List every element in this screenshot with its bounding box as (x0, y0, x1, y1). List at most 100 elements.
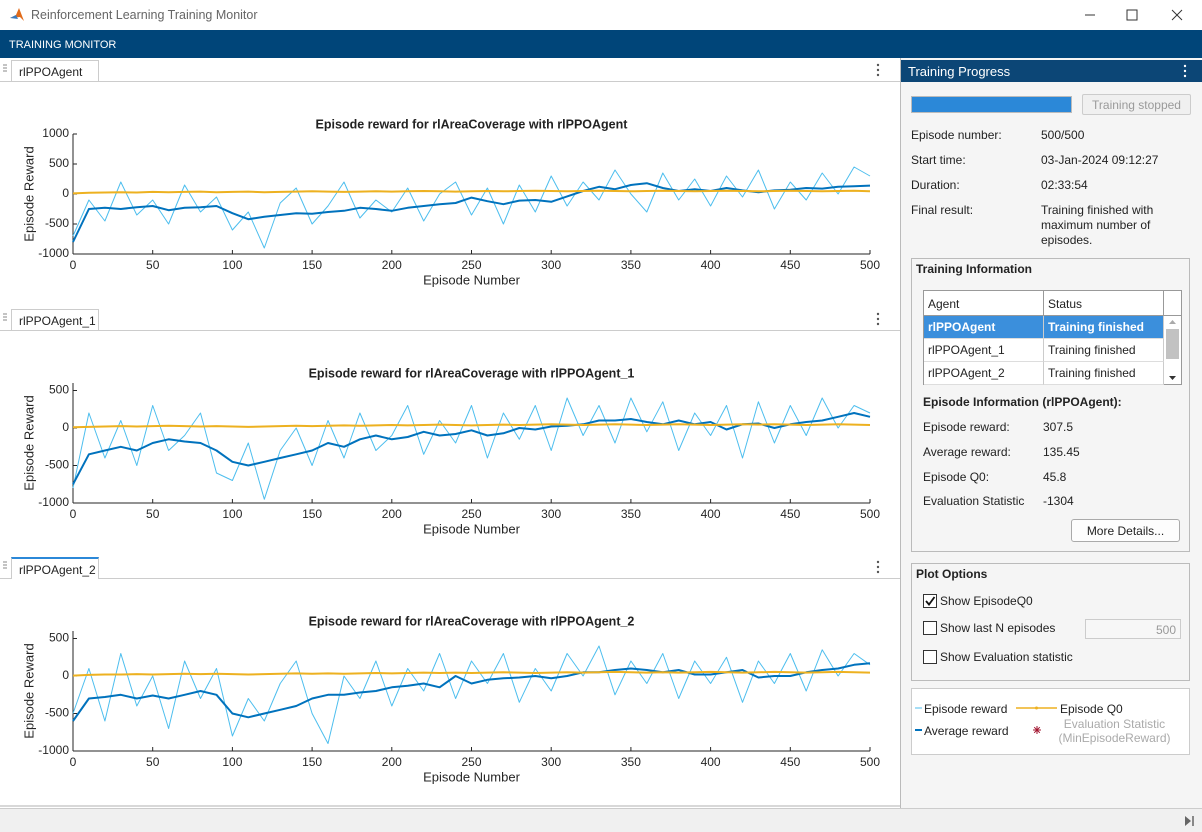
scroll-down (1169, 376, 1176, 380)
x-tick-label: 500 (860, 258, 880, 272)
y-tick-label: -1000 (38, 246, 69, 260)
menu-button[interactable] (875, 560, 881, 574)
table-cell[interactable]: rlPPOAgent (924, 316, 1044, 339)
last-n-input[interactable]: 500 (1085, 619, 1181, 639)
table-header-label: Status (1048, 297, 1083, 311)
checkbox-box (923, 594, 937, 608)
info-label: Start time: (911, 153, 966, 167)
status-bar (0, 808, 1202, 832)
table-cell-text: Training finished (1048, 343, 1136, 357)
menu-dot (876, 312, 880, 316)
more-details-button[interactable]: More Details... (1071, 519, 1180, 542)
checkbox[interactable] (923, 594, 937, 608)
legend-sample-marker (1033, 726, 1041, 734)
info-value: 02:33:54 (1041, 178, 1088, 192)
tab-label: rlPPOAgent (19, 65, 83, 79)
more-details-label: More Details... (1086, 524, 1165, 538)
checkbox-box (923, 650, 937, 664)
y-tick-label: 500 (49, 631, 69, 645)
y-axis-label: Episode Reward (21, 146, 36, 241)
x-tick-label: 0 (70, 755, 77, 769)
y-tick-label: 0 (62, 668, 69, 682)
x-tick-label: 350 (621, 258, 641, 272)
menu-button[interactable] (875, 312, 881, 326)
table-scroll-header (1164, 291, 1181, 316)
table-cell[interactable]: rlPPOAgent_2 (924, 362, 1044, 385)
x-tick-label: 300 (541, 507, 561, 521)
table-cell-text: rlPPOAgent (928, 320, 996, 334)
table-cell-text: Training finished (1048, 320, 1145, 334)
x-axis-label: Episode Number (423, 272, 520, 287)
x-tick-label: 300 (541, 755, 561, 769)
checkbox[interactable] (923, 650, 937, 664)
x-tick-label: 500 (860, 755, 880, 769)
table-cell-text: rlPPOAgent_1 (928, 343, 1005, 357)
table-scrollbar[interactable] (1164, 316, 1181, 384)
y-tick-label: -500 (45, 458, 69, 472)
table-cell[interactable]: Training finished (1044, 339, 1164, 362)
group-title: Training Information (916, 262, 1032, 276)
tab[interactable]: rlPPOAgent_1 (11, 309, 99, 330)
episode-info-value: 307.5 (1043, 420, 1074, 434)
y-tick-label: 500 (49, 383, 69, 397)
legend: Episode reward Average reward Episode Q0 Ev… (911, 688, 1190, 755)
table-cell[interactable]: Training finished (1044, 316, 1164, 339)
series-line (72, 412, 871, 485)
menu-dot (876, 322, 880, 326)
x-tick-label: 350 (621, 755, 641, 769)
menu-dot (876, 570, 880, 574)
stop-button[interactable]: Training stopped (1082, 94, 1191, 115)
series-line (72, 423, 871, 429)
option-label[interactable]: Show last N episodes (940, 621, 1056, 635)
tab-strip (0, 556, 900, 579)
episode-info-title: Episode Information (rlPPOAgent): (923, 395, 1122, 409)
x-tick-label: 250 (461, 507, 481, 521)
x-tick-label: 150 (302, 755, 322, 769)
tab-strip (0, 59, 900, 82)
scroll-up (1169, 320, 1176, 324)
plot-title: Episode reward for rlAreaCoverage with r… (309, 614, 635, 628)
table-cell[interactable]: Training finished (1044, 362, 1164, 385)
panel-grip[interactable] (3, 313, 7, 323)
series-line (72, 645, 871, 744)
menu-dot (876, 317, 880, 321)
y-axis-label: Episode Reward (21, 643, 36, 738)
option-label[interactable]: Show Evaluation statistic (940, 650, 1073, 664)
y-tick-label: -1000 (38, 743, 69, 757)
x-tick-label: 450 (780, 507, 800, 521)
tab[interactable]: rlPPOAgent (11, 60, 99, 81)
episode-info-label: Evaluation Statistic (923, 494, 1025, 508)
panel-title: Training Progress (908, 64, 1011, 79)
legend-label: Average reward (924, 724, 1009, 738)
info-label: Episode number: (911, 128, 1002, 142)
panel-header: Training Progress (901, 60, 1202, 82)
tab[interactable]: rlPPOAgent_2 (11, 557, 99, 579)
x-axis-label: Episode Number (423, 769, 520, 784)
window-controls[interactable] (1070, 0, 1202, 30)
x-tick-label: 450 (780, 755, 800, 769)
plot-title: Episode reward for rlAreaCoverage with r… (309, 366, 635, 380)
checkbox[interactable] (923, 621, 937, 635)
toolstrip: TRAINING MONITOR (0, 30, 1202, 58)
y-axis-label: Episode Reward (21, 395, 36, 490)
panel-grip[interactable] (3, 64, 7, 74)
menu-button[interactable] (1182, 64, 1188, 78)
episode-info-value: 45.8 (1043, 470, 1067, 484)
x-tick-label: 100 (222, 507, 242, 521)
panel-grip[interactable] (3, 561, 7, 571)
training-progress-panel: Training Progress Training stopped Episode… (901, 58, 1202, 808)
x-tick-label: 50 (146, 755, 160, 769)
stop-button-label: Training stopped (1092, 98, 1181, 112)
menu-button[interactable] (875, 63, 881, 77)
legend-label: Episode Q0 (1060, 702, 1123, 716)
status-icon[interactable] (1183, 815, 1195, 827)
x-axis-label: Episode Number (423, 521, 520, 536)
x-tick-label: 250 (461, 258, 481, 272)
option-label[interactable]: Show EpisodeQ0 (940, 594, 1033, 608)
tab-label: rlPPOAgent_1 (19, 314, 96, 328)
info-value: Training finished with maximum number of… (1041, 203, 1154, 247)
table-cell[interactable]: rlPPOAgent_1 (924, 339, 1044, 362)
y-tick-label: 1000 (42, 126, 69, 140)
legend-label: Episode reward (924, 702, 1008, 716)
